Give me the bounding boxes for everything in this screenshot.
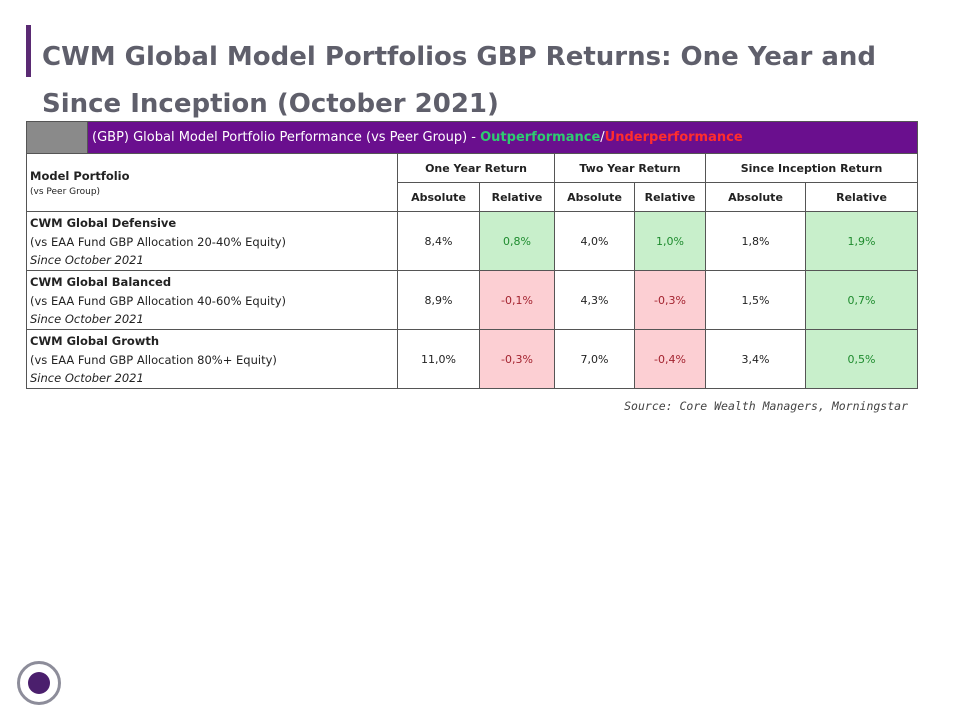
portfolio-cell: CWM Global Growth (vs EAA Fund GBP Alloca… — [26, 329, 398, 389]
logo-inner-circle — [28, 672, 50, 694]
portfolio-cell: CWM Global Balanced (vs EAA Fund GBP Allo… — [26, 270, 398, 330]
absolute-value-cell: 7,0% — [554, 329, 635, 389]
subheader-absolute: Absolute — [705, 182, 806, 212]
performance-table: (GBP) Global Model Portfolio Performance… — [26, 121, 919, 389]
portfolio-name: CWM Global Defensive — [30, 216, 177, 230]
absolute-value-cell: 8,4% — [397, 211, 480, 271]
absolute-value-cell: 3,4% — [705, 329, 806, 389]
relative-value-cell: 0,5% — [804, 329, 919, 389]
subheader-relative: Relative — [634, 182, 706, 212]
table-banner: (GBP) Global Model Portfolio Performance… — [86, 121, 919, 154]
relative-value-cell: 1,0% — [634, 211, 706, 271]
absolute-value-cell: 11,0% — [397, 329, 480, 389]
subheader-relative: Relative — [804, 182, 919, 212]
model-portfolio-sublabel: (vs Peer Group) — [30, 186, 101, 197]
relative-value-cell: 0,7% — [804, 270, 919, 330]
portfolio-since: Since October 2021 — [30, 312, 144, 326]
subheader-row: Absolute Relative Absolute Relative Abso… — [27, 182, 919, 212]
page-title: CWM Global Model Portfolios GBP Returns:… — [42, 42, 876, 119]
model-portfolio-header: Model Portfolio (vs Peer Group) — [26, 153, 398, 212]
banner-underperformance: Underperformance — [604, 130, 743, 145]
model-portfolio-label: Model Portfolio — [30, 168, 130, 183]
portfolio-peer: (vs EAA Fund GBP Allocation 20-40% Equit… — [30, 235, 287, 249]
banner-outperformance: Outperformance — [480, 130, 601, 145]
title-accent-bar — [26, 25, 31, 77]
subheader-absolute: Absolute — [554, 182, 635, 212]
relative-value-cell: -0,3% — [479, 329, 555, 389]
table-row: CWM Global Balanced (vs EAA Fund GBP Allo… — [26, 270, 919, 330]
table-banner-row: (GBP) Global Model Portfolio Performance… — [26, 121, 919, 154]
header-since-inception: Since Inception Return — [704, 153, 919, 183]
absolute-value-cell: 1,5% — [705, 270, 806, 330]
absolute-value-cell: 4,3% — [554, 270, 635, 330]
table-body: CWM Global Defensive (vs EAA Fund GBP All… — [26, 211, 919, 389]
portfolio-cell: CWM Global Defensive (vs EAA Fund GBP All… — [26, 211, 398, 271]
relative-value-cell: 0,8% — [479, 211, 555, 271]
portfolio-peer: (vs EAA Fund GBP Allocation 40-60% Equit… — [30, 294, 287, 308]
group-header-row: Model Portfolio (vs Peer Group) One Year… — [26, 153, 919, 212]
absolute-value-cell: 8,9% — [397, 270, 480, 330]
portfolio-name: CWM Global Growth — [30, 334, 160, 348]
portfolio-since: Since October 2021 — [30, 253, 144, 267]
header-two-year: Two Year Return — [554, 153, 706, 183]
relative-value-cell: -0,4% — [634, 329, 706, 389]
table-row: CWM Global Defensive (vs EAA Fund GBP All… — [26, 211, 919, 271]
relative-value-cell: -0,1% — [479, 270, 555, 330]
portfolio-since: Since October 2021 — [30, 371, 144, 385]
absolute-value-cell: 4,0% — [554, 211, 635, 271]
source-note: Source: Core Wealth Managers, Morningsta… — [624, 399, 908, 413]
absolute-value-cell: 1,8% — [705, 211, 806, 271]
portfolio-name: CWM Global Balanced — [30, 275, 172, 289]
relative-value-cell: -0,3% — [634, 270, 706, 330]
banner-text: (GBP) Global Model Portfolio Performance… — [92, 130, 481, 145]
table-row: CWM Global Growth (vs EAA Fund GBP Alloca… — [26, 329, 919, 389]
banner-separator: / — [600, 130, 605, 145]
relative-value-cell: 1,9% — [804, 211, 919, 271]
portfolio-peer: (vs EAA Fund GBP Allocation 80%+ Equity) — [30, 353, 277, 367]
subheader-relative: Relative — [479, 182, 555, 212]
subheader-absolute: Absolute — [397, 182, 480, 212]
banner-grey-block — [26, 121, 88, 154]
company-logo — [17, 661, 61, 705]
header-one-year: One Year Return — [397, 153, 555, 183]
